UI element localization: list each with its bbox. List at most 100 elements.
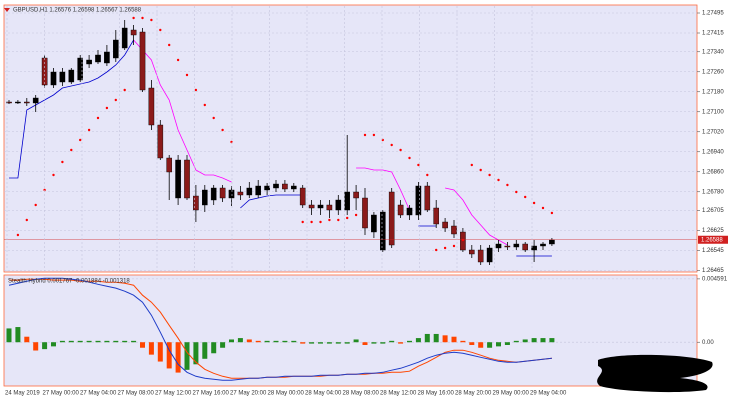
x-tick-label: 27 May 04:00 bbox=[80, 391, 117, 397]
sar-dot bbox=[25, 218, 28, 222]
histogram-bar bbox=[478, 342, 484, 348]
candle-body bbox=[68, 69, 75, 83]
histogram-bar bbox=[33, 342, 39, 351]
candle-body bbox=[415, 185, 422, 216]
candle-body bbox=[112, 39, 119, 59]
sar-dot bbox=[443, 246, 447, 250]
candle-body bbox=[451, 225, 457, 235]
y-tick-label: 0.00 bbox=[702, 340, 714, 346]
histogram-bar bbox=[540, 338, 546, 343]
x-tick-label: 29 May 04:00 bbox=[530, 391, 567, 397]
sar-dot bbox=[132, 16, 135, 20]
sar-dot bbox=[372, 133, 376, 137]
sar-dot bbox=[105, 106, 109, 110]
y-tick-label: 1.26545 bbox=[702, 248, 724, 254]
x-tick-label: 28 May 20:00 bbox=[455, 391, 492, 397]
candle-body bbox=[282, 183, 288, 190]
candle-body bbox=[184, 159, 190, 199]
candle-body bbox=[326, 204, 333, 211]
plot-layer bbox=[4, 6, 700, 381]
symbol-marker bbox=[4, 8, 10, 12]
histogram-bar bbox=[451, 336, 457, 343]
sar-dot bbox=[461, 238, 465, 242]
y-tick-label: 0.004591 bbox=[702, 276, 728, 282]
candle-body bbox=[353, 191, 359, 199]
histogram-bar bbox=[24, 336, 30, 343]
candle-body bbox=[193, 195, 199, 211]
candle-body bbox=[335, 199, 342, 211]
sar-dot bbox=[310, 220, 313, 224]
candle-body bbox=[86, 59, 92, 65]
x-tick-label: 28 May 12:00 bbox=[380, 391, 417, 397]
candle-body bbox=[15, 101, 21, 104]
candle-body bbox=[513, 243, 520, 248]
histogram-bar bbox=[371, 342, 377, 344]
histogram-bar bbox=[237, 338, 243, 343]
sar-dot bbox=[194, 88, 198, 92]
y-tick-label: 1.26705 bbox=[702, 208, 724, 214]
candle-body bbox=[495, 243, 502, 249]
sar-dot bbox=[319, 220, 322, 224]
candle-body bbox=[50, 71, 57, 86]
candle-body bbox=[201, 189, 208, 206]
histogram-bar bbox=[42, 342, 48, 350]
histogram-bar bbox=[220, 342, 226, 348]
redaction bbox=[597, 354, 713, 393]
histogram-bar bbox=[148, 342, 154, 355]
candle-body bbox=[130, 29, 137, 36]
histogram-bar bbox=[389, 340, 395, 343]
sar-dot bbox=[328, 218, 331, 222]
histogram-bar bbox=[264, 340, 270, 343]
histogram-bar bbox=[549, 338, 555, 343]
sar-dot bbox=[363, 133, 367, 137]
candle-body bbox=[175, 159, 181, 199]
histogram-bar bbox=[255, 340, 261, 343]
candle-body bbox=[95, 54, 101, 63]
y-tick-label: 1.27415 bbox=[702, 31, 724, 37]
indicator-title: Stealth Hybrid 0.001767 -0.001884 -0.001… bbox=[8, 279, 130, 285]
candle-body bbox=[228, 189, 235, 199]
histogram-bar bbox=[175, 342, 181, 373]
histogram-bar bbox=[246, 339, 252, 343]
histogram-bar bbox=[460, 340, 466, 343]
candle-body bbox=[210, 187, 217, 201]
sar-dot bbox=[470, 163, 473, 167]
x-tick-label: 28 May 08:00 bbox=[343, 391, 380, 397]
histogram-bar bbox=[68, 340, 74, 343]
histogram-bar bbox=[522, 339, 528, 343]
candle-body bbox=[24, 101, 30, 104]
histogram-bar bbox=[353, 339, 359, 343]
x-tick-label: 28 May 16:00 bbox=[418, 391, 455, 397]
sar-dot bbox=[524, 195, 527, 199]
y-tick-label: 1.27180 bbox=[702, 89, 724, 95]
histogram-bar bbox=[95, 340, 101, 343]
sar-dot bbox=[176, 58, 180, 62]
candle-body bbox=[104, 51, 110, 64]
y-tick-label: 1.27495 bbox=[702, 11, 724, 17]
candle-body bbox=[486, 247, 493, 263]
candle-body bbox=[166, 157, 173, 173]
sar-dot bbox=[497, 178, 500, 182]
price-panel bbox=[3, 4, 698, 273]
candle-body bbox=[255, 185, 262, 196]
histogram-bar bbox=[86, 340, 92, 343]
histogram-bar bbox=[326, 342, 332, 344]
candle-body bbox=[380, 211, 386, 251]
histogram-bar bbox=[51, 342, 56, 347]
histogram-bar bbox=[433, 333, 439, 343]
sar-dot bbox=[408, 156, 411, 160]
candle-body bbox=[139, 31, 146, 91]
candle-body bbox=[477, 249, 484, 263]
histogram-bar bbox=[291, 340, 297, 343]
candle-body bbox=[246, 187, 253, 196]
candle-body bbox=[522, 243, 528, 251]
sar-dot bbox=[532, 201, 536, 205]
chart-title: GBPUSD,H1 1.26576 1.26598 1.26567 1.2658… bbox=[13, 8, 142, 14]
histogram-bar bbox=[531, 338, 537, 343]
histogram-bar bbox=[318, 342, 323, 344]
sar-dot bbox=[452, 244, 456, 248]
histogram-bar bbox=[424, 333, 430, 343]
candle-body bbox=[371, 214, 377, 233]
y-tick-label: 1.27340 bbox=[702, 49, 724, 55]
y-tick-label: 1.26860 bbox=[702, 169, 724, 175]
